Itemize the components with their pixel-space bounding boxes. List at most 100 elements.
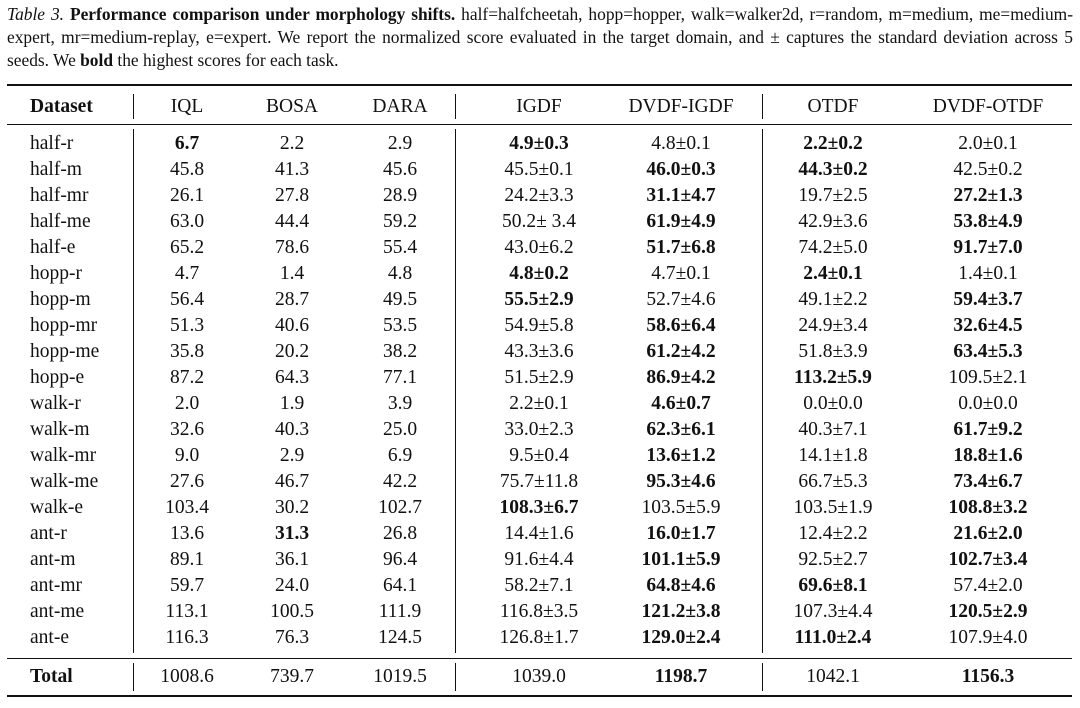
table-cell: 63.4±5.3 [953, 341, 1023, 362]
table-cell: 63.0 [169, 211, 205, 232]
table-cell: 58.6±6.4 [646, 315, 716, 336]
table-cell: 116.3 [165, 627, 209, 648]
row-dataset-label: walk-e [30, 497, 84, 518]
table-cell: 120.5±2.9 [948, 601, 1028, 622]
table-cell: 113.2±5.9 [794, 367, 872, 388]
total-cell: 1042.1 [806, 666, 860, 687]
table-cell: 103.5±1.9 [793, 497, 873, 518]
table-cell: 4.7 [174, 263, 200, 284]
table-cell: 49.1±2.2 [798, 289, 868, 310]
row-dataset-label: half-r [30, 133, 74, 154]
table-cell: 87.2 [169, 367, 205, 388]
table-cell: 64.3 [274, 367, 310, 388]
table-cell: 113.1 [165, 601, 209, 622]
table-cell: 42.5±0.2 [953, 159, 1023, 180]
table-top-rule [7, 84, 1072, 86]
table-cell: 3.9 [387, 393, 413, 414]
column-header: IQL [170, 96, 204, 117]
column-header: DVDF-IGDF [628, 96, 734, 117]
table-cell: 74.2±5.0 [798, 237, 868, 258]
table-cell: 0.0±0.0 [803, 393, 863, 414]
table-cell: 51.8±3.9 [798, 341, 868, 362]
table-cell: 126.8±1.7 [499, 627, 579, 648]
table-cell: 44.3±0.2 [798, 159, 868, 180]
table-cell: 4.7±0.1 [651, 263, 711, 284]
table-cell: 2.2±0.1 [509, 393, 569, 414]
column-separator [455, 129, 456, 653]
table-cell: 51.3 [169, 315, 205, 336]
table-cell: 56.4 [169, 289, 205, 310]
total-cell: 1019.5 [373, 666, 427, 687]
table-cell: 4.9±0.3 [509, 133, 569, 154]
column-separator [133, 129, 134, 653]
table-cell: 31.3 [274, 523, 310, 544]
table-cell: 50.2± 3.4 [501, 211, 577, 232]
table-cell: 16.0±1.7 [646, 523, 716, 544]
table-cell: 53.5 [382, 315, 418, 336]
table-cell: 9.5±0.4 [509, 445, 569, 466]
table-cell: 91.6±4.4 [504, 549, 574, 570]
table-cell: 19.7±2.5 [798, 185, 868, 206]
table-cell: 103.5±5.9 [641, 497, 721, 518]
row-dataset-label: ant-r [30, 523, 67, 544]
table-cell: 61.2±4.2 [646, 341, 716, 362]
table-cell: 40.6 [274, 315, 310, 336]
table-cell: 45.5±0.1 [504, 159, 574, 180]
table-cell: 111.0±2.4 [794, 627, 872, 648]
table-cell: 116.8±3.5 [499, 601, 579, 622]
table-cell: 1.4±0.1 [958, 263, 1018, 284]
row-dataset-label: half-m [30, 159, 82, 180]
row-dataset-label: ant-me [30, 601, 85, 622]
table-cell: 40.3±7.1 [798, 419, 868, 440]
table-cell: 111.9 [378, 601, 422, 622]
table-cell: 25.0 [382, 419, 418, 440]
column-header: BOSA [265, 96, 319, 117]
column-header: OTDF [807, 96, 859, 117]
row-dataset-label: hopp-mr [30, 315, 98, 336]
total-rule [7, 658, 1072, 659]
table-cell: 12.4±2.2 [798, 523, 868, 544]
total-label: Total [30, 666, 73, 687]
column-separator [455, 663, 456, 691]
table-cell: 33.0±2.3 [504, 419, 574, 440]
table-cell: 76.3 [274, 627, 310, 648]
column-header: IGDF [516, 96, 562, 117]
table-cell: 107.9±4.0 [948, 627, 1028, 648]
table-cell: 103.4 [165, 497, 209, 518]
table-cell: 4.8 [387, 263, 413, 284]
row-dataset-label: hopp-m [30, 289, 91, 310]
caption-text-part1: half=halfcheetah, hopp=hopper, walk=walk… [7, 4, 1073, 70]
table-cell: 18.8±1.6 [953, 445, 1023, 466]
table-cell: 0.0±0.0 [958, 393, 1018, 414]
column-separator [133, 94, 134, 119]
table-bottom-rule [7, 695, 1072, 697]
table-cell: 59.7 [169, 575, 205, 596]
column-separator [762, 663, 763, 691]
table-cell: 96.4 [382, 549, 418, 570]
table-cell: 27.8 [274, 185, 310, 206]
table-cell: 129.0±2.4 [641, 627, 721, 648]
table-cell: 92.5±2.7 [798, 549, 868, 570]
row-dataset-label: walk-mr [30, 445, 97, 466]
table-cell: 78.6 [274, 237, 310, 258]
table-cell: 24.0 [274, 575, 310, 596]
total-cell: 739.7 [270, 666, 314, 687]
caption-text-part2: the highest scores for each task. [113, 50, 339, 70]
table-cell: 53.8±4.9 [953, 211, 1023, 232]
table-cell: 1.9 [279, 393, 305, 414]
row-dataset-label: walk-me [30, 471, 99, 492]
table-cell: 59.4±3.7 [953, 289, 1023, 310]
table-cell: 52.7±4.6 [646, 289, 716, 310]
table-cell: 91.7±7.0 [953, 237, 1023, 258]
table-cell: 32.6 [169, 419, 205, 440]
table-cell: 49.5 [382, 289, 418, 310]
table-cell: 30.2 [274, 497, 310, 518]
total-cell: 1008.6 [160, 666, 214, 687]
table-caption: Table 3. Performance comparison under mo… [7, 3, 1073, 72]
table-cell: 64.8±4.6 [646, 575, 716, 596]
table-cell: 2.0 [174, 393, 200, 414]
table-cell: 26.1 [169, 185, 205, 206]
table-cell: 35.8 [169, 341, 205, 362]
table-cell: 64.1 [382, 575, 418, 596]
